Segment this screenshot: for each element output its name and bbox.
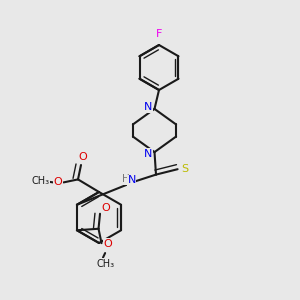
Text: F: F (156, 28, 162, 39)
Text: CH₃: CH₃ (97, 259, 115, 269)
Text: CH₃: CH₃ (32, 176, 50, 186)
Text: H: H (122, 174, 130, 184)
Text: N: N (144, 102, 152, 112)
Text: O: O (53, 177, 62, 188)
Text: O: O (78, 152, 87, 163)
Text: O: O (104, 239, 112, 249)
Text: N: N (128, 175, 136, 185)
Text: S: S (182, 164, 189, 174)
Text: N: N (144, 148, 152, 159)
Text: O: O (102, 203, 110, 213)
